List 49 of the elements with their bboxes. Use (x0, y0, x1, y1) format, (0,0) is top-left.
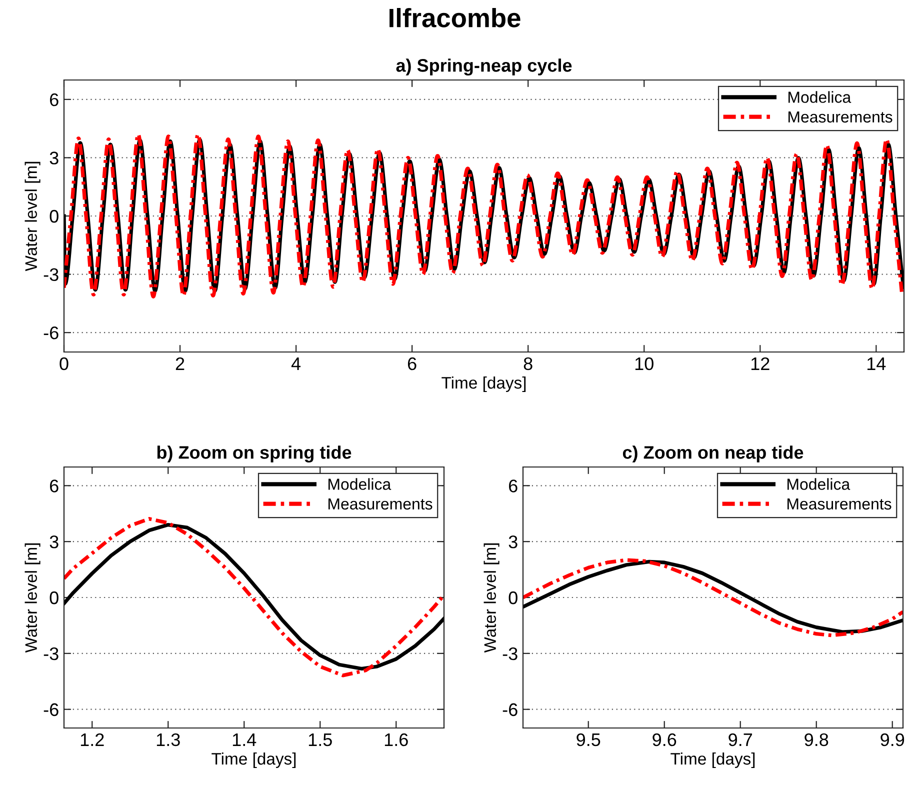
x-tick-label: 1.3 (156, 733, 180, 746)
y-axis-title: Water level [m] (484, 543, 500, 653)
x-tick-label: 10 (635, 357, 654, 370)
legend-label: Measurements (328, 498, 432, 510)
y-axis-title: Water level [m] (24, 162, 40, 272)
x-tick-label: 1.6 (384, 733, 408, 746)
y-tick-label: 3 (50, 536, 58, 548)
y-axis-title: Water level [m] (24, 543, 40, 653)
x-tick-label: 9.7 (728, 733, 752, 746)
chart-subtitle: c) Zoom on neap tide (622, 446, 804, 462)
y-tick-label: 3 (50, 152, 58, 164)
x-axis-title: Time [days] (212, 752, 296, 768)
y-tick-label: -3 (44, 647, 58, 660)
y-tick-label: -6 (44, 326, 58, 340)
legend-label: Modelica (788, 478, 850, 490)
x-tick-label: 1.5 (308, 734, 332, 746)
legend-label: Measurements (788, 498, 892, 510)
y-tick-label: -3 (502, 647, 518, 660)
x-tick-label: 9.5 (576, 733, 600, 746)
x-tick-label: 4 (291, 358, 301, 370)
y-tick-label: 0 (50, 591, 58, 604)
x-tick-label: 0 (60, 357, 68, 370)
y-tick-label: 6 (509, 480, 518, 492)
y-tick-label: -6 (44, 703, 58, 716)
x-tick-label: 1.2 (80, 733, 104, 746)
chart-title: Ilfracombe (390, 8, 520, 28)
x-tick-label: 8 (524, 357, 532, 370)
x-tick-label: 2 (176, 357, 184, 370)
y-tick-label: 6 (50, 480, 58, 492)
x-tick-label: 9.6 (652, 733, 676, 746)
y-tick-label: 0 (508, 591, 518, 604)
x-tick-label: 12 (751, 357, 770, 370)
chart-subtitle: a) Spring-neap cycle (396, 58, 572, 76)
x-tick-label: 6 (408, 357, 416, 370)
legend-label: Measurements (788, 111, 892, 123)
x-tick-label: 9.8 (804, 733, 828, 746)
y-tick-label: -3 (44, 268, 58, 282)
x-tick-label: 1.4 (232, 734, 256, 746)
x-tick-label: 14 (867, 358, 886, 370)
chart-subtitle: b) Zoom on spring tide (157, 446, 352, 462)
y-tick-label: -6 (502, 703, 518, 716)
x-tick-label: 9.9 (880, 733, 904, 746)
x-axis-title: Time [days] (670, 752, 755, 768)
y-tick-label: 3 (508, 536, 518, 548)
legend-label: Modelica (788, 91, 852, 103)
x-axis-title: Time [days] (442, 376, 526, 392)
legend-label: Modelica (328, 478, 392, 490)
y-tick-label: 6 (50, 93, 58, 106)
y-tick-label: 0 (50, 210, 58, 223)
